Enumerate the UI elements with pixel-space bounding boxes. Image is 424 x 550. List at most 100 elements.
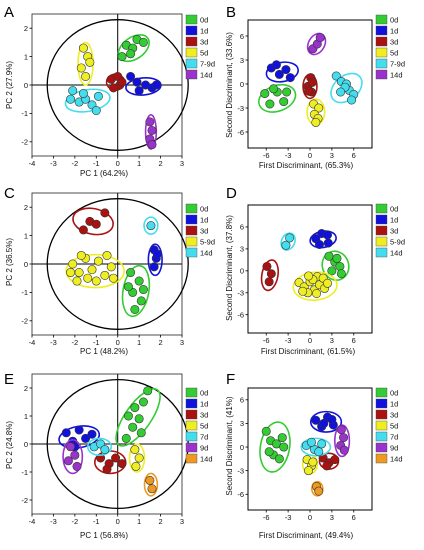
- legend: 0d 1d 3d 5d 7-9d 14d: [185, 14, 215, 80]
- x-axis-label: PC 1 (64.2%): [80, 169, 128, 178]
- group-ellipse: [72, 207, 114, 236]
- x-tick-label: -3: [50, 159, 57, 168]
- data-point: [128, 422, 138, 432]
- data-point: [147, 484, 157, 494]
- legend-swatch: [375, 398, 388, 409]
- data-point: [262, 261, 272, 271]
- series-5-9d: [65, 250, 125, 289]
- y-axis-label: PC 2 (24.8%): [5, 421, 14, 469]
- data-point: [138, 37, 148, 47]
- legend-label: 0d: [390, 389, 398, 398]
- data-point: [311, 117, 321, 127]
- data-point: [285, 73, 295, 83]
- x-tick-label: 2: [158, 338, 162, 347]
- data-point: [323, 238, 333, 248]
- legend-swatch: [185, 47, 198, 58]
- data-point: [323, 230, 333, 240]
- data-point: [117, 52, 127, 62]
- legend-label: 14d: [390, 249, 403, 258]
- legend-swatch: [375, 409, 388, 420]
- legend-label: 14d: [200, 249, 213, 258]
- data-point: [282, 87, 292, 97]
- legend-label: 1d: [390, 27, 398, 36]
- series-3d: [72, 207, 114, 236]
- x-tick-label: 0: [116, 338, 120, 347]
- data-point: [308, 457, 318, 467]
- data-point: [66, 268, 76, 278]
- panel-d: D -6 -3 0 3 6 -6 -3 0 3 6 First Discriminant, (61.5…: [225, 185, 405, 356]
- data-point: [260, 89, 270, 99]
- data-point: [63, 456, 73, 466]
- data-point: [145, 117, 155, 127]
- data-point: [298, 286, 308, 296]
- y-tick-label: 2: [24, 24, 28, 33]
- legend-label: 3d: [390, 411, 398, 420]
- legend-label: 9d: [200, 444, 208, 453]
- panel-a: A -4 -3 -2 -1 0 1 2 3 -2 -1 0 1 2 PC 1 (64.2%) PC 2 (27…: [4, 4, 215, 178]
- data-point: [279, 97, 289, 107]
- legend: 0d 1d 3d 5d 7d 9d 14d: [185, 387, 213, 464]
- legend-label: 1d: [390, 400, 398, 409]
- group-ellipse: [115, 388, 161, 447]
- data-point: [143, 386, 153, 396]
- x-tick-label: -4: [29, 517, 36, 526]
- legend-label: 9d: [390, 444, 398, 453]
- y-axis-label: PC 2 (27.9%): [5, 61, 14, 109]
- data-point: [76, 63, 86, 73]
- y-tick-label: 6: [240, 32, 244, 41]
- series-7-9d: [64, 86, 111, 116]
- group-ellipse: [86, 437, 113, 456]
- x-tick-label: -1: [93, 338, 100, 347]
- series-3d: [318, 452, 340, 471]
- series-14d: [143, 216, 159, 235]
- legend-swatch: [375, 47, 388, 58]
- data-point: [314, 486, 324, 496]
- data-point: [314, 447, 324, 457]
- x-tick-label: -6: [263, 513, 270, 522]
- legend-swatch: [375, 420, 388, 431]
- legend-label: 7-9d: [200, 60, 215, 69]
- data-point: [126, 71, 136, 81]
- data-point: [111, 453, 121, 463]
- series-14d: [311, 480, 324, 497]
- x-tick-label: 0: [308, 513, 312, 522]
- data-point: [264, 277, 274, 287]
- y-tick-label: -3: [237, 289, 244, 298]
- data-point: [126, 268, 136, 278]
- legend-swatch: [185, 225, 198, 236]
- legend-swatch: [185, 247, 198, 258]
- data-point: [81, 433, 91, 443]
- series-14d: [306, 32, 327, 56]
- data-point: [304, 271, 314, 281]
- series-9d: [333, 424, 351, 458]
- x-tick-label: -3: [285, 151, 292, 160]
- y-tick-label: 0: [24, 440, 28, 449]
- data-point: [100, 445, 110, 455]
- legend-swatch: [375, 225, 388, 236]
- data-point: [72, 461, 82, 471]
- legend-label: 5d: [390, 422, 398, 431]
- data-point: [130, 445, 140, 455]
- y-tick-label: 0: [240, 80, 244, 89]
- y-tick-label: 3: [240, 56, 244, 65]
- legend: 0d 1d 3d 5d 7d 9d 14d: [375, 387, 403, 464]
- panel-c: C -4 -3 -2 -1 0 1 2 3 -2 -1 0 1 2 PC 1 (48.2%) PC 2 (36…: [4, 185, 215, 356]
- y-tick-label: -2: [21, 317, 28, 326]
- data-point: [68, 259, 78, 269]
- data-point: [315, 33, 325, 43]
- data-point: [327, 266, 337, 276]
- data-point: [281, 240, 291, 250]
- legend-label: 1d: [390, 216, 398, 225]
- legend-label: 0d: [200, 389, 208, 398]
- data-point: [145, 475, 155, 485]
- y-axis-label: Second Discriminant, (33.6%): [225, 32, 234, 138]
- panel-letter: A: [4, 4, 14, 21]
- data-point: [134, 453, 144, 463]
- data-point: [319, 418, 329, 428]
- series-0d: [259, 421, 291, 473]
- legend-label: 1d: [200, 400, 208, 409]
- x-tick-label: -2: [72, 517, 79, 526]
- legend-label: 3d: [200, 38, 208, 47]
- panel-letter: B: [226, 4, 236, 21]
